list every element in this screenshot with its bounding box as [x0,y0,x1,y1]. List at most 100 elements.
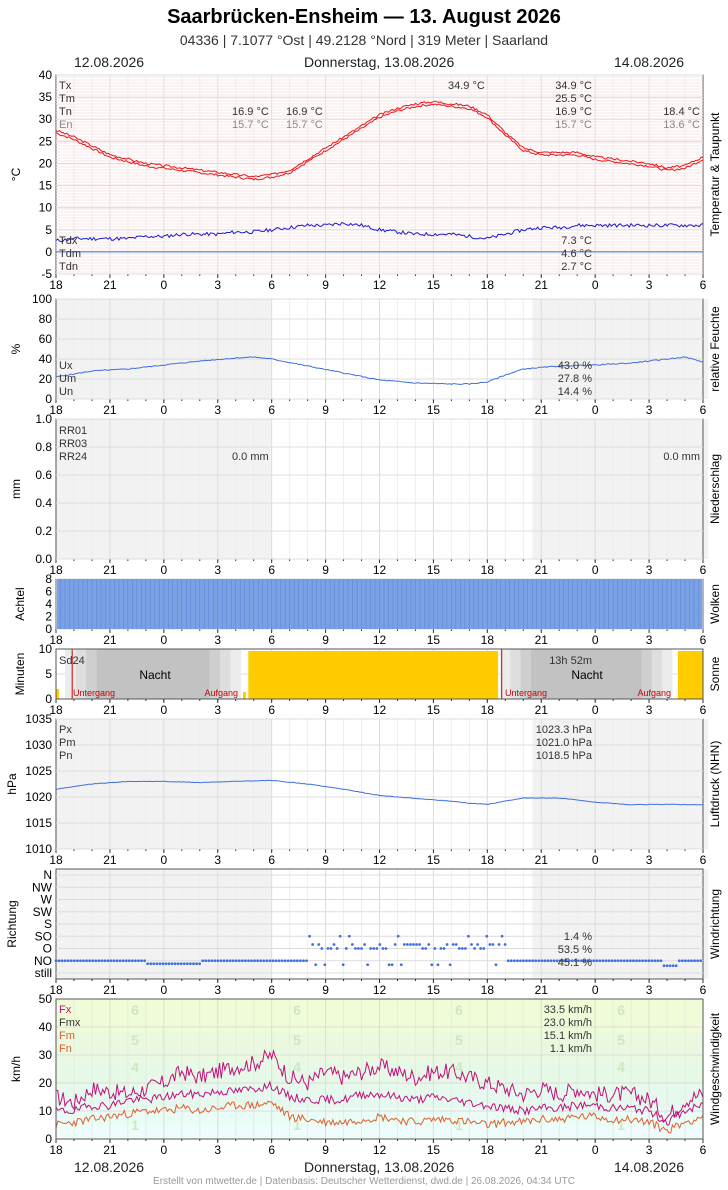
y-tick-label: O [43,942,52,956]
wind-dir-point [363,943,366,946]
x-tick-label: 21 [103,853,117,867]
humidity-value: 14.4 % [558,386,592,398]
panel-pressure: 18 21 0 3 6 9 12 15 18 21 0 3 6 Luftdruck (NHN) hPa 103… [5,712,722,867]
wind-dir-point [537,959,541,963]
wind-dir-point [680,959,684,963]
y-tick-label: 15 [39,179,53,193]
legend-Tn: Tn [59,106,72,118]
wind-dir-point [632,959,635,963]
beaufort-label: 4 [455,1059,463,1075]
night-label: Nacht [139,668,171,682]
x-tick-label: 0 [592,853,599,867]
wind-dir-point [592,959,596,963]
legend-RR01: RR01 [59,425,87,437]
dew-value: 2.7 °C [561,261,592,273]
y-tick-label: 0.8 [35,440,52,454]
y-tick-label: 1010 [25,842,52,856]
wind-dir-point [625,959,629,963]
station-info: 04336 | 7.1077 °Ost | 49.2128 °Nord | 31… [179,32,549,48]
wind-dir-point [72,959,76,963]
wind-dir-point [561,959,565,963]
wind-dir-point [570,959,574,963]
wind-dir-point [323,963,327,967]
sunrise-label: Aufgang [637,688,671,698]
sd24-label: Sd24 [59,655,85,667]
beaufort-label: 1 [131,1117,139,1133]
wind-dir-point [650,959,654,963]
wind-dir-point [384,947,388,950]
wind-dir-point [115,959,119,963]
wind-dir-point [335,947,339,950]
x-tick-label: 18 [49,278,63,292]
wind-dir-point [543,959,547,963]
beaufort-label: 6 [131,1002,139,1018]
wind-dir-point [473,947,476,950]
x-tick-label: 18 [481,633,495,647]
x-tick-label: 9 [322,403,329,417]
x-tick-label: 6 [268,983,275,997]
dew-value: 4.6 °C [561,248,592,260]
wind-dir-point [412,943,415,946]
wind-dir-point [573,959,577,963]
wind-dir-point [237,959,241,963]
night-shade [532,719,709,849]
x-tick-label: 12 [373,853,387,867]
wind-dir-point [604,959,608,963]
panel-frame-top [55,648,704,700]
wind-dir-point [399,963,403,967]
x-tick-label: 3 [214,703,221,717]
wind-dir-point [137,959,140,963]
y-axis-label: % [9,343,23,354]
x-tick-label: 0 [160,853,167,867]
tx-label: 34.9 °C [448,80,485,92]
wind-dir-point [219,959,223,963]
y-tick-label: 0.2 [35,524,52,538]
wind-dir-point [549,959,553,963]
side-label: Windrichtung [708,889,722,959]
wind-dir-point [366,963,370,967]
wind-dir-point [375,947,379,950]
y-axis-label: Richtung [5,900,19,947]
y-tick-label: 50 [39,992,53,1006]
wind-dir-point [402,943,406,946]
x-tick-label: 0 [160,1143,167,1157]
y-tick-label: 5 [45,223,52,237]
legend-Tdm: Tdm [59,248,81,260]
wind-dir-value: 1.4 % [564,931,592,943]
legend-En: En [59,119,72,131]
wind-dir-point [79,959,82,963]
wind-dir-point [699,959,703,963]
wind-speed-value: 23.0 km/h [544,1017,592,1029]
temp-line-a [55,100,704,178]
wind-dir-point [198,962,201,966]
wind-dir-point [299,959,302,963]
wind-dir-point [381,947,385,950]
x-tick-label: 12 [373,703,387,717]
y-tick-label: 100 [32,292,52,306]
wind-dir-point [607,959,611,963]
wind-dir-point [207,959,211,963]
night-label: Nacht [571,668,603,682]
wind-speed-value: 15.1 km/h [544,1030,592,1042]
x-tick-label: 18 [49,403,63,417]
x-tick-label: 6 [268,563,275,577]
wind-dir-point [329,947,333,950]
y-tick-label: 25 [39,134,53,148]
wind-dir-point [454,943,458,946]
sun-bar [56,689,59,699]
wind-dir-point [213,959,217,963]
sunset-label: Untergang [505,688,547,698]
x-tick-label: 6 [700,853,707,867]
en-next: 13.6 °C [663,119,700,131]
bottom-datebar: 12.08.2026 Donnerstag, 13.08.2026 14.08.… [0,1159,728,1177]
wind-dir-point [445,943,449,946]
y-tick-label: 0 [45,245,52,259]
x-tick-label: 12 [373,278,387,292]
wind-dir-point [347,934,351,938]
wind-dir-point [91,959,95,963]
x-tick-label: 0 [160,563,167,577]
wind-dir-point [63,959,67,963]
y-tick-label: 35 [39,90,53,104]
y-tick-label: 1035 [25,712,52,726]
wind-dir-point [54,959,58,963]
